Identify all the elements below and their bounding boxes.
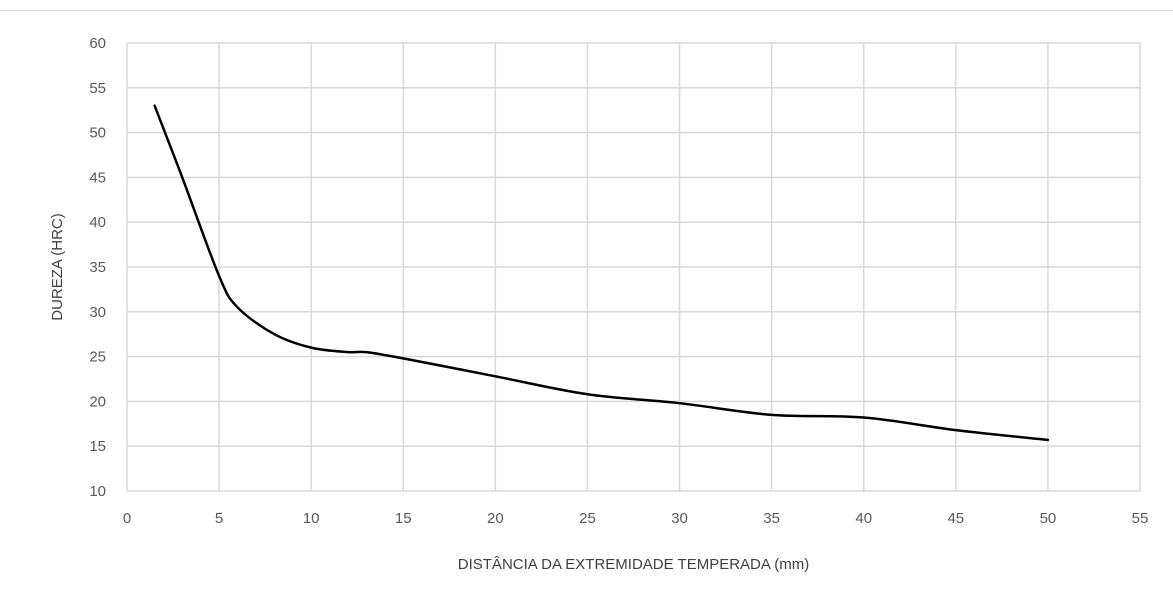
x-tick-label: 20 (487, 510, 504, 527)
x-tick-label: 50 (1040, 510, 1057, 527)
y-tick-label: 35 (89, 259, 106, 276)
y-tick-label: 40 (89, 214, 106, 231)
x-tick-label: 55 (1132, 510, 1149, 527)
x-tick-label: 25 (579, 510, 596, 527)
x-tick-label: 40 (855, 510, 872, 527)
grid (126, 42, 1141, 492)
series-line (153, 104, 1050, 442)
y-tick-label: 60 (89, 35, 106, 52)
x-tick-label: 15 (395, 510, 412, 527)
x-tick-label: 10 (303, 510, 320, 527)
x-tick-label: 45 (947, 510, 964, 527)
x-tick-label: 0 (123, 510, 131, 527)
y-tick-label: 15 (89, 438, 106, 455)
top-divider (0, 10, 1173, 11)
tick-labels: 0 5 10 15 20 25 30 35 40 45 50 55 10 15 20 25 30 35 40 45 50… (89, 35, 1148, 527)
y-tick-label: 55 (89, 80, 106, 97)
x-tick-label: 5 (215, 510, 223, 527)
series (153, 104, 1050, 442)
x-axis-title: DISTÂNCIA DA EXTREMIDADE TEMPERADA (mm) (458, 556, 809, 573)
y-tick-label: 50 (89, 125, 106, 142)
y-tick-label: 10 (89, 483, 106, 500)
x-tick-label: 30 (671, 510, 688, 527)
x-tick-label: 35 (763, 510, 780, 527)
y-tick-label: 20 (89, 393, 106, 410)
y-axis-title: DUREZA (HRC) (49, 213, 66, 321)
y-tick-label: 25 (89, 349, 106, 366)
y-tick-label: 30 (89, 304, 106, 321)
y-tick-label: 45 (89, 169, 106, 186)
